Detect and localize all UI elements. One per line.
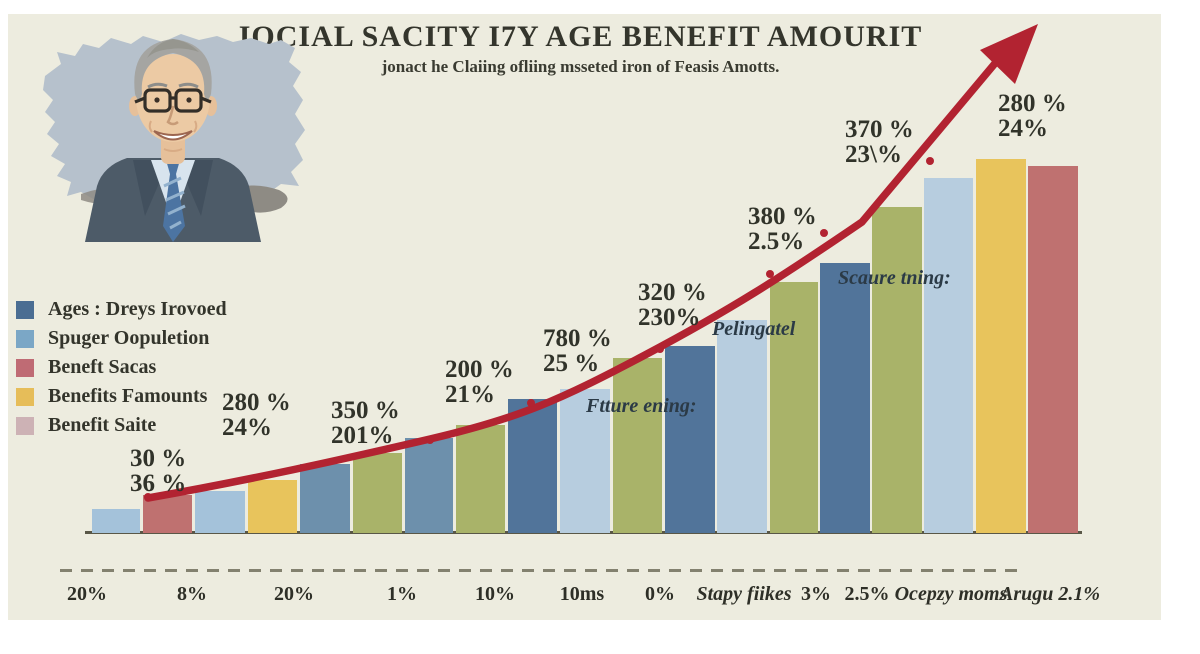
bar-7: [405, 438, 453, 533]
value-line-2: 201%: [331, 422, 394, 449]
bar-9: [508, 399, 557, 533]
value-line-2: 25 %: [543, 350, 600, 377]
value-line-1: 380 %: [748, 203, 817, 230]
bar-5: [300, 464, 350, 533]
bar-19: [1028, 166, 1078, 533]
x-axis-label: 20%: [67, 583, 107, 605]
value-line-1: 370 %: [845, 116, 914, 143]
tie-stripes: [163, 176, 186, 230]
x-axis-label: 2.5%: [844, 583, 890, 605]
x-axis-label: Ocepzy moms: [894, 583, 1008, 605]
bar-2: [143, 495, 192, 533]
bar-6: [353, 453, 402, 533]
value-line-1: 30 %: [130, 445, 187, 472]
bar-value-label: 350 % 201%: [331, 398, 400, 448]
nose: [166, 105, 179, 126]
legend-item: Spuger Oopuletion: [16, 324, 227, 353]
glasses-icon: [134, 88, 212, 113]
x-axis-label: Arugu 2.1%: [999, 583, 1101, 605]
bar-annotation: Pelingatel: [712, 318, 796, 340]
value-line-1: 280 %: [998, 90, 1067, 117]
value-line-2: 36 %: [130, 470, 187, 497]
legend-label: Ages : Dreys Irovoed: [48, 298, 227, 320]
x-axis-label: 3%: [801, 583, 831, 605]
value-line-2: 24%: [222, 414, 272, 441]
x-axis-label: Stapy fiikes: [696, 583, 792, 605]
bar-value-label: 280 % 24%: [998, 91, 1067, 141]
bar-4: [248, 480, 297, 533]
eyebrow-left: [147, 82, 168, 89]
x-axis-label: 20%: [274, 583, 314, 605]
bar-18: [976, 159, 1026, 533]
x-axis-label: 1%: [387, 583, 417, 605]
bar-value-label: 280 % 24%: [222, 390, 291, 440]
value-line-2: 2.5%: [748, 228, 805, 255]
legend-swatch-icon: [16, 300, 34, 319]
bar-13: [717, 320, 767, 533]
value-line-1: 280 %: [222, 389, 291, 416]
value-line-1: 320 %: [638, 279, 707, 306]
bar-1: [92, 509, 140, 533]
value-line-1: 350 %: [331, 397, 400, 424]
bar-value-label: 320 % 230%: [638, 280, 707, 330]
bar-value-label: 780 % 25 %: [543, 326, 612, 376]
legend: Ages : Dreys Irovoed Spuger Oopuletion Ben…: [16, 295, 227, 440]
bar-15: [820, 263, 870, 533]
value-line-2: 230%: [638, 304, 701, 331]
eyebrow-right: [178, 82, 199, 89]
legend-swatch-icon: [16, 416, 34, 435]
advisor-portrait: [43, 34, 305, 242]
eye-left: [154, 97, 160, 103]
value-line-2: 21%: [445, 381, 495, 408]
bar-11: [613, 358, 662, 533]
legend-item: Benefit Saite: [16, 411, 227, 440]
legend-item: Beneft Sacas: [16, 353, 227, 382]
hair: [134, 39, 212, 100]
bar-value-label: 30 % 36 %: [130, 446, 186, 496]
page-subtitle: jonact he Claiing ofliing msseted iron o…: [381, 57, 780, 76]
bar-8: [456, 425, 505, 533]
legend-label: Benefits Famounts: [48, 385, 208, 407]
eye-right: [186, 97, 192, 103]
legend-label: Spuger Oopuletion: [48, 327, 210, 349]
smile-creases: [148, 120, 198, 152]
legend-swatch-icon: [16, 358, 34, 377]
tie-body: [163, 174, 185, 242]
value-line-2: 23\%: [845, 141, 902, 168]
value-line-2: 24%: [998, 115, 1048, 142]
page-title: IOCIAL SACITY I7Y AGE BENEFIT AMOURIT: [238, 20, 923, 53]
legend-swatch-icon: [16, 387, 34, 406]
value-line-1: 780 %: [543, 325, 612, 352]
hair-part: [147, 39, 199, 58]
smile: [153, 130, 193, 141]
bar-3: [195, 491, 245, 533]
x-axis-label: 8%: [177, 583, 207, 605]
legend-item: Ages : Dreys Irovoed: [16, 295, 227, 324]
value-line-1: 200 %: [445, 356, 514, 383]
x-axis-label: 10ms: [559, 583, 605, 605]
x-axis-label: 10%: [475, 583, 515, 605]
bar-value-label: 380 % 2.5%: [748, 204, 817, 254]
bar-annotation: Ftture ening:: [586, 395, 697, 417]
bar-16: [872, 207, 922, 533]
x-axis-label: 0%: [645, 583, 675, 605]
legend-label: Beneft Sacas: [48, 356, 157, 378]
legend-label: Benefit Saite: [48, 414, 157, 436]
bar-17: [924, 178, 973, 533]
legend-item: Benefits Famounts: [16, 382, 227, 411]
bar-annotation: Scaure tning:: [838, 267, 951, 289]
bar-value-label: 370 % 23\%: [845, 117, 914, 167]
axis-dashed-line: [60, 569, 1022, 572]
bar-12: [665, 346, 715, 533]
legend-swatch-icon: [16, 329, 34, 348]
bar-value-label: 200 % 21%: [445, 357, 514, 407]
